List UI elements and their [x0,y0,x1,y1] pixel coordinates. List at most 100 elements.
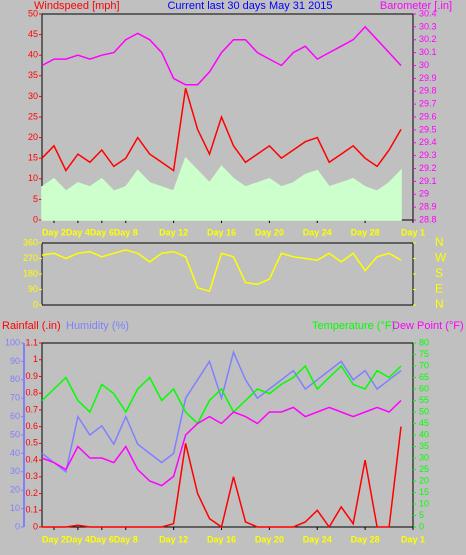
y2-tick-label: 30 [419,452,429,462]
y2-tick-label: 50 [419,406,429,416]
x-tick-label: Day 12 [159,227,188,237]
y-tick-label: 0.5 [25,438,38,448]
y2-tick-label: 29.9 [419,73,437,83]
y3-tick-label: 100 [5,337,20,347]
y-tick-label: 1.1 [25,337,38,347]
y2-tick-label: 29.3 [419,150,437,160]
y2-tick-label: 29.8 [419,86,437,96]
y-tick-label: 0.8 [25,388,38,398]
x-tick-label: Day 1 [401,227,425,237]
y2-tick-label: 28.8 [419,214,437,224]
x-tick-label: Day 8 [114,227,138,237]
y-tick-label: 1 [33,354,38,364]
y2-tick-label: 30.4 [419,8,437,18]
y2-tick-label: 29.4 [419,137,437,147]
series-line [42,426,402,529]
y-tick-label: 0 [33,214,38,224]
x-tick-label: Day 20 [255,227,284,237]
y-tick-label: 10 [28,173,38,183]
y2-tick-label: 0 [419,521,424,531]
legend-label: Temperature (°F) [312,320,395,332]
series-line [41,399,402,487]
y2-tick-label: 20 [419,475,429,485]
y2-tick-label: 45 [419,418,429,428]
y-tick-label: 15 [28,153,38,163]
y2-tick-label: 75 [419,349,429,359]
y-tick-label: 0.4 [25,454,38,464]
y2-tick-label: 70 [419,360,429,370]
y2-tick-label: 65 [419,372,429,382]
y2-tick-label: W [435,251,447,265]
y3-tick-label: 80 [10,374,20,384]
y-tick-label: 40 [28,50,38,60]
y2-tick-label: 30.3 [419,21,437,31]
y-tick-label: 0.6 [25,421,38,431]
y2-tick-label: 60 [419,383,429,393]
y-tick-label: 0.2 [25,488,38,498]
y3-tick-label: 40 [10,448,20,458]
y2-tick-label: 35 [419,441,429,451]
y-tick-label: 270 [23,253,38,263]
y3-tick-label: 50 [10,429,20,439]
x-tick-label: Day 6 [90,227,114,237]
legend-label: Dew Point (°F) [392,320,464,332]
y2-tick-label: 29.6 [419,111,437,121]
y2-tick-label: 29.7 [419,99,437,109]
y-tick-label: 0 [33,299,38,309]
y-tick-label: 0.9 [25,371,38,381]
y2-tick-label: N [435,297,444,311]
series-line [41,364,402,425]
y-tick-label: 360 [23,237,38,247]
y2-tick-label: 15 [419,487,429,497]
y-tick-label: 45 [28,29,38,39]
y3-tick-label: 90 [10,356,20,366]
x-tick-label: Day 24 [303,534,332,544]
y-tick-label: 0.1 [25,505,38,515]
legend-label: Rainfall (.in) [2,320,61,332]
chart-title: Current last 30 days May 31 2015 [167,0,332,12]
y2-tick-label: 80 [419,337,429,347]
y2-tick-label: 30.2 [419,34,437,44]
x-tick-label: Day 16 [207,227,236,237]
y3-tick-label: 60 [10,411,20,421]
x-tick-label: Day 12 [159,534,188,544]
y-tick-label: 35 [28,70,38,80]
y-axis-title: Windspeed [mph] [34,0,120,12]
y2-tick-label: 30.1 [419,47,437,57]
y2-tick-label: S [435,266,443,280]
y2-tick-label: 40 [419,429,429,439]
series-line [41,87,402,173]
y2-tick-label: 30 [419,60,429,70]
x-tick-label: Day 2 [42,227,66,237]
x-tick-label: Day 24 [303,227,332,237]
y2-tick-label: 29.5 [419,124,437,134]
y2-axis-title: Barometer [.in] [380,0,452,12]
y2-tick-label: 28.9 [419,202,437,212]
y2-tick-label: E [435,282,443,296]
y-tick-label: 180 [23,268,38,278]
series-line [41,349,402,474]
y2-tick-label: 25 [419,464,429,474]
series-line [41,25,402,86]
y3-tick-label: 10 [10,503,20,513]
x-tick-label: Day 6 [90,534,114,544]
y3-tick-label: 0 [15,521,20,531]
y2-tick-label: 10 [419,498,429,508]
x-tick-label: Day 4 [66,227,90,237]
y2-tick-label: N [435,235,444,249]
x-tick-label: Day 1 [401,534,425,544]
x-tick-label: Day 16 [207,534,236,544]
y3-tick-label: 20 [10,485,20,495]
y2-tick-label: 29 [419,189,429,199]
y-tick-label: 25 [28,111,38,121]
legend-label: Humidity (%) [66,320,129,332]
x-tick-label: Day 20 [255,534,284,544]
x-tick-label: Day 8 [114,534,138,544]
y2-tick-label: 55 [419,395,429,405]
y-tick-label: 90 [28,284,38,294]
y2-tick-label: 5 [419,510,424,520]
y2-tick-label: 29.1 [419,176,437,186]
x-tick-label: Day 2 [42,534,66,544]
